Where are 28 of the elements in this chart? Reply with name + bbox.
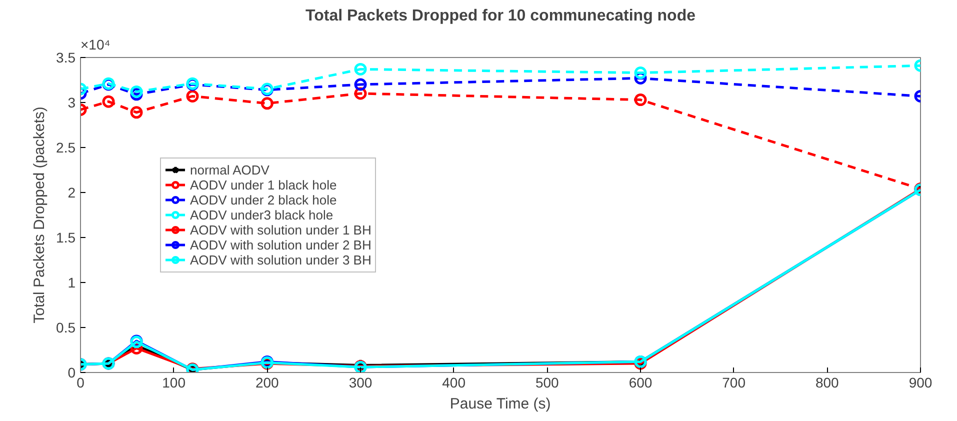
x-tick-label: 100 (162, 374, 186, 390)
x-tick-label: 800 (815, 374, 840, 390)
legend-label: AODV under 2 black hole (190, 192, 337, 207)
chart-title: Total Packets Dropped for 10 communecating node (306, 8, 696, 24)
x-tick-label: 300 (348, 374, 372, 390)
x-axis-title: Pause Time (s) (450, 396, 551, 412)
legend-label: AODV with solution under 3 BH (190, 252, 372, 267)
y-tick-label: 0.5 (56, 320, 76, 336)
x-tick-label: 700 (722, 374, 746, 390)
y-axis-title: Total Packets Dropped (packets) (31, 106, 48, 324)
x-tick-label: 200 (255, 374, 280, 390)
y-tick-label: 3.5 (56, 50, 76, 66)
x-tick-label: 500 (535, 374, 560, 390)
legend-label: normal AODV (190, 162, 270, 177)
y-tick-label: 1.5 (56, 230, 76, 246)
legend-label: AODV with solution under 1 BH (190, 222, 372, 237)
x-tick-label: 600 (628, 374, 652, 390)
y-tick-label: 2 (68, 184, 76, 200)
y-tick-label: 3 (68, 94, 76, 110)
x-tick-label: 400 (442, 374, 466, 390)
y-tick-label: 0 (68, 364, 76, 380)
legend-label: AODV under3 black hole (190, 207, 334, 222)
y-tick-label: 1 (68, 274, 76, 290)
legend-label: AODV with solution under 2 BH (190, 237, 372, 252)
legend-label: AODV under 1 black hole (190, 177, 337, 192)
y-tick-label: 2.5 (56, 140, 76, 156)
x-tick-label: 900 (908, 374, 932, 390)
text: ×10⁴ (80, 36, 110, 52)
